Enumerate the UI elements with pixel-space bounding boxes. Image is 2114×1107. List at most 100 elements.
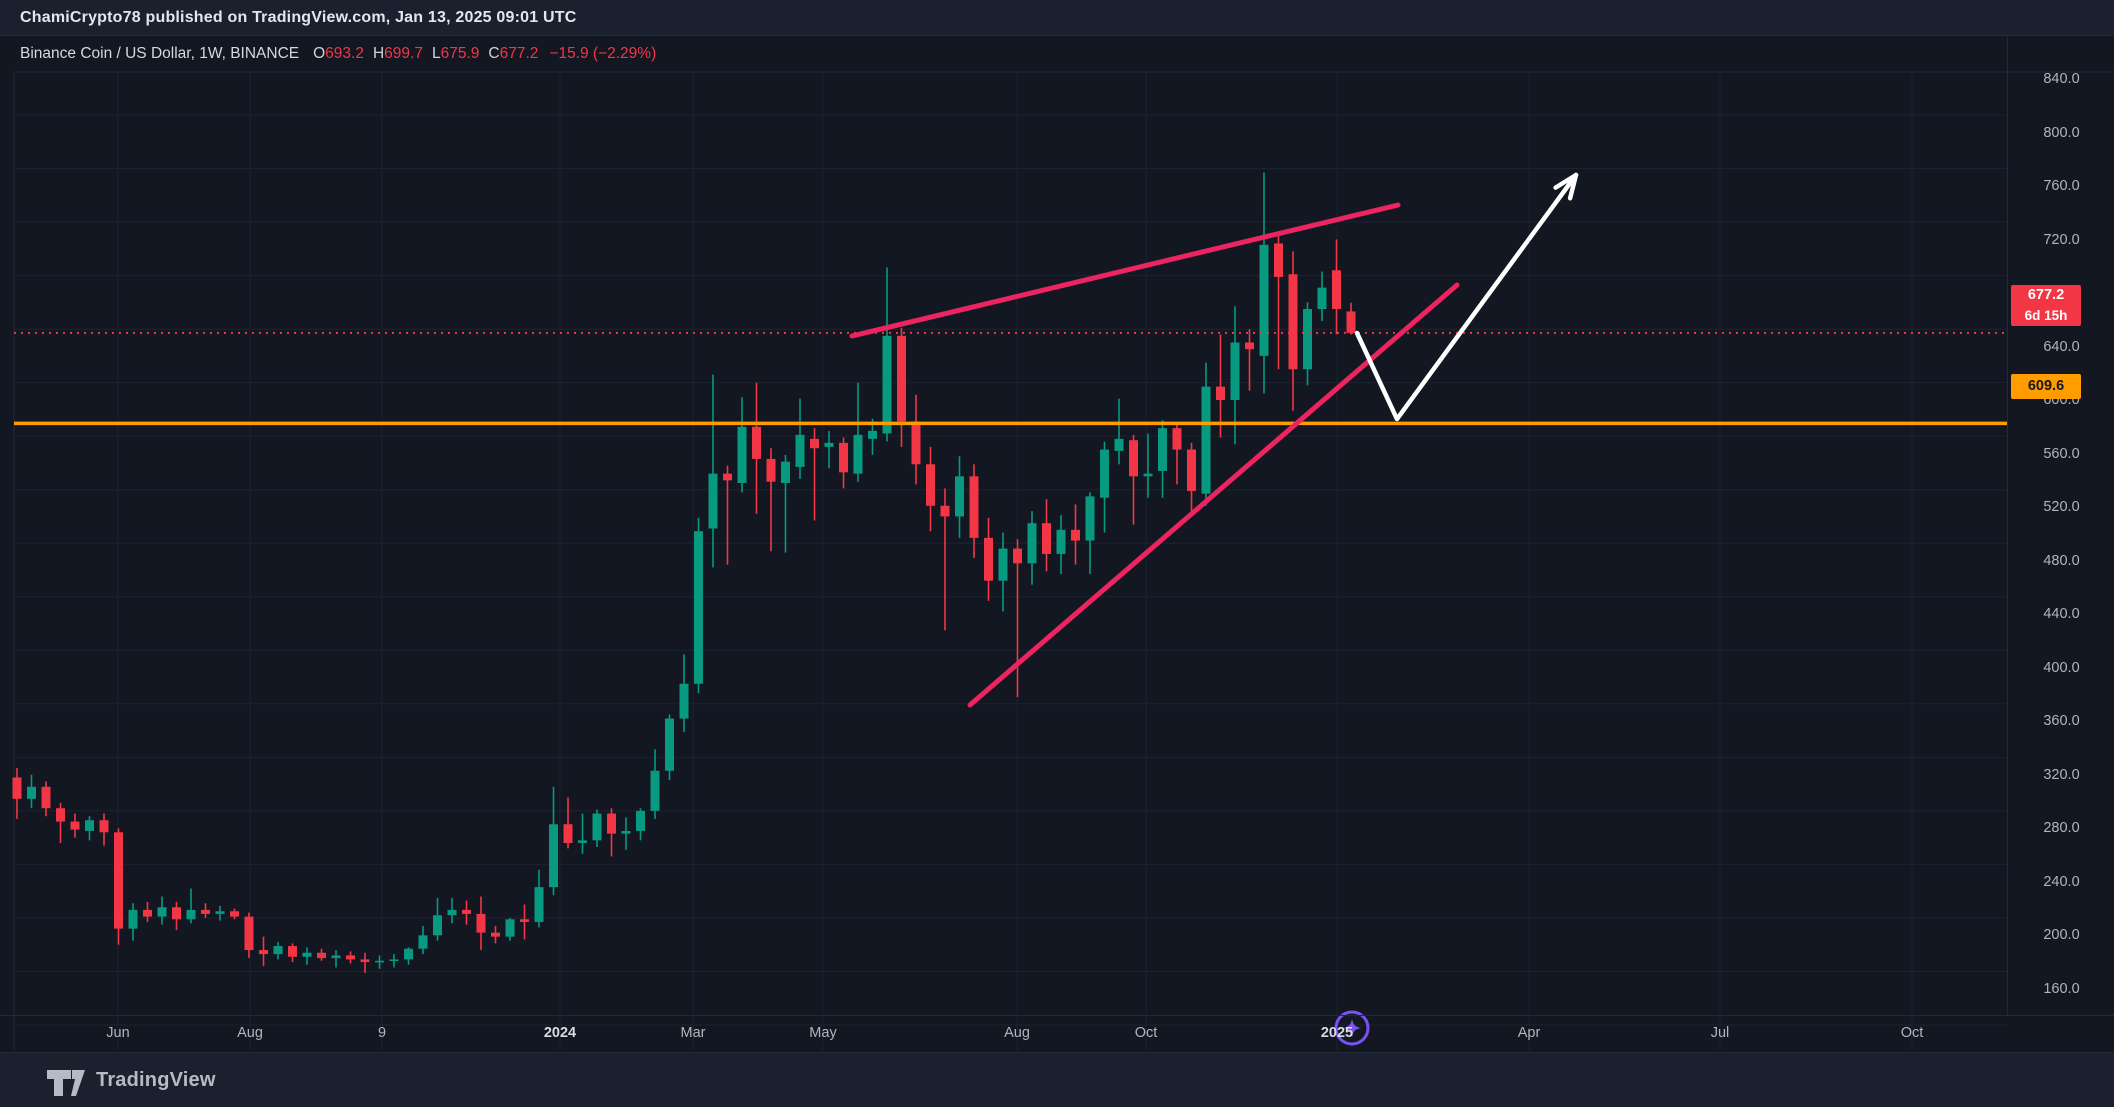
candle-body [1071, 529, 1080, 541]
candle-body [897, 335, 906, 422]
time-axis-label: Jul [1710, 1025, 1730, 1041]
candle-body [259, 950, 268, 955]
candle-body [1201, 386, 1211, 494]
price-axis-label: 800.0 [2043, 124, 2080, 141]
candle-body [1187, 449, 1196, 492]
time-axis-label: Mar [680, 1025, 706, 1041]
chart-pane[interactable]: Binance Coin / US Dollar, 1W, BINANCE O69… [0, 36, 2114, 1051]
candle-body [723, 473, 732, 481]
candle-body [433, 915, 442, 936]
candle-body [85, 820, 94, 831]
trendline [849, 202, 1401, 339]
candle-body [708, 473, 718, 529]
candle-body [1216, 386, 1225, 401]
ohlc-high: H699.7 [372, 45, 423, 62]
candle-body [766, 458, 776, 482]
candle-body [1332, 270, 1341, 310]
candle-body [795, 434, 805, 467]
projection-arrowhead [1553, 172, 1579, 190]
candle-body [99, 820, 109, 833]
attribution-text: ChamiCrypto78 published on TradingView.c… [20, 8, 577, 26]
candle-body [911, 421, 921, 465]
candle-body [1085, 496, 1095, 541]
candle-body [1317, 287, 1327, 310]
candle-body [955, 476, 964, 517]
candle-body [273, 946, 283, 955]
candle-body [940, 505, 950, 517]
current-price-value: 677.2 [2027, 286, 2065, 303]
candle-body [288, 946, 297, 957]
candle-body [1274, 243, 1283, 277]
candle-body [27, 786, 36, 799]
candle-body [578, 840, 587, 843]
candle-body [563, 824, 573, 843]
candle-body [41, 786, 51, 809]
candle-body [1042, 523, 1051, 554]
price-axis-label: 640.0 [2043, 338, 2080, 355]
time-axis-label: Aug [1004, 1025, 1030, 1041]
candle-body [592, 813, 602, 841]
candle-body [1114, 438, 1124, 451]
candle-body [1230, 342, 1240, 401]
candle-body [462, 909, 471, 914]
price-axis-label: 560.0 [2043, 445, 2080, 462]
price-axis-label: 240.0 [2043, 873, 2080, 890]
candle-body [926, 464, 935, 506]
time-axis-label: Oct [1134, 1025, 1158, 1041]
candle-body [404, 948, 413, 960]
candle-body [1259, 244, 1269, 356]
time-axis-label: 2024 [543, 1025, 577, 1041]
trendline [967, 282, 1460, 708]
candle-body [331, 955, 341, 959]
projection-arrowhead [1567, 172, 1579, 201]
tradingview-logo-text: TradingView [96, 1069, 216, 1091]
ohlc-close: C677.2 [488, 45, 539, 62]
symbol-title: Binance Coin / US Dollar, 1W, BINANCE [20, 45, 300, 62]
candle-body [201, 909, 210, 914]
ohlc-low: L675.9 [431, 45, 480, 62]
watermark-bar: TradingView [0, 1052, 2114, 1107]
price-axis-label: 520.0 [2043, 499, 2080, 516]
attribution-bar: ChamiCrypto78 published on TradingView.c… [0, 0, 2114, 36]
candle-body [1143, 473, 1153, 477]
candle-body [360, 959, 370, 963]
candle-body [969, 476, 979, 538]
candle-body [534, 887, 544, 922]
candle-body [1288, 274, 1298, 370]
candle-body [882, 335, 892, 434]
candle-body [1172, 428, 1182, 450]
candle-body [215, 911, 225, 914]
candle-body [114, 832, 123, 929]
time-axis-label: Oct [1900, 1025, 1924, 1041]
price-axis-label: 280.0 [2043, 820, 2080, 837]
candle-body [520, 919, 529, 922]
sparkle-marker[interactable] [1334, 1010, 1370, 1046]
price-axis[interactable]: 677.2 6d 15h 609.6 840.0 800.0 760.0 720.0 6… [2007, 36, 2114, 1015]
tradingview-logo[interactable]: TradingView [46, 1065, 216, 1097]
candle-body [650, 770, 660, 811]
candle-body [868, 430, 877, 439]
bar-countdown: 6d 15h [2024, 307, 2068, 323]
candle-body [839, 442, 848, 473]
candle-body [1346, 311, 1356, 333]
time-axis-label: Aug [237, 1025, 263, 1041]
candle-body [230, 911, 239, 917]
price-axis-label: 440.0 [2043, 606, 2080, 623]
price-axis-label: 760.0 [2043, 178, 2080, 195]
candle-body [549, 824, 558, 888]
candle-body [781, 461, 790, 484]
candle-body [157, 907, 167, 917]
marker-circle [1334, 1010, 1370, 1046]
chart-canvas[interactable] [0, 36, 2114, 1107]
candle-body [1245, 342, 1254, 350]
candle-body [679, 683, 689, 719]
price-axis-label: 320.0 [2043, 766, 2080, 783]
candle-body [70, 821, 80, 830]
price-axis-label: 720.0 [2043, 231, 2080, 248]
time-axis[interactable]: Jun Aug 9 2024 Mar May Aug Oct 2025 Apr Jul Oct [0, 1015, 2114, 1053]
candle-body [143, 909, 152, 917]
candle-body [128, 909, 138, 929]
price-axis-label: 400.0 [2043, 659, 2080, 676]
candle-body [694, 531, 703, 684]
level-price-tag: 609.6 [2011, 374, 2081, 400]
